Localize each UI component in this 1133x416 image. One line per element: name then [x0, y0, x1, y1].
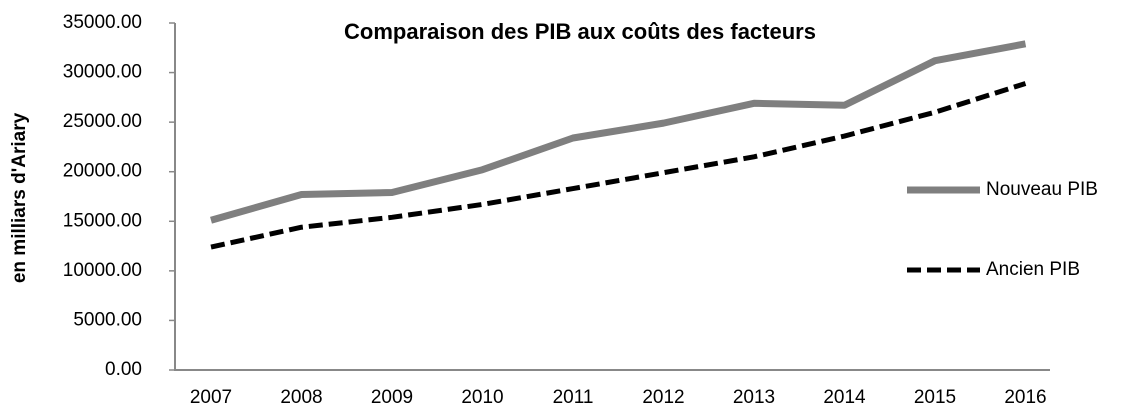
y-tick-label: 25000.00 [63, 111, 142, 132]
x-tick-label: 2013 [733, 387, 775, 408]
x-tick-label: 2009 [371, 387, 413, 408]
x-tick-label: 2007 [190, 387, 232, 408]
x-tick-label: 2012 [642, 387, 684, 408]
x-tick-label: 2015 [914, 387, 956, 408]
y-tick-label: 20000.00 [63, 161, 142, 182]
y-tick-label: 5000.00 [73, 309, 142, 330]
line-series [210, 81, 1027, 250]
x-tick-label: 2014 [823, 387, 866, 408]
x-tick-label: 2008 [280, 387, 322, 408]
x-tick-label: 2010 [461, 387, 503, 408]
chart-title: Comparaison des PIB aux coûts des facteu… [344, 19, 816, 44]
y-tick-label: 35000.00 [63, 12, 142, 33]
x-tick-label: 2016 [1004, 387, 1046, 408]
y-tick-label: 10000.00 [63, 260, 142, 281]
y-axis-label: en milliars d'Ariary [9, 112, 30, 283]
y-tick-label: 15000.00 [63, 210, 142, 231]
line-series [210, 40, 1027, 224]
y-tick-label: 0.00 [105, 359, 142, 380]
x-tick-label: 2011 [553, 387, 594, 408]
legend-label: Ancien PIB [986, 259, 1080, 280]
legend-label: Nouveau PIB [986, 179, 1098, 200]
y-tick-label: 30000.00 [63, 62, 142, 83]
